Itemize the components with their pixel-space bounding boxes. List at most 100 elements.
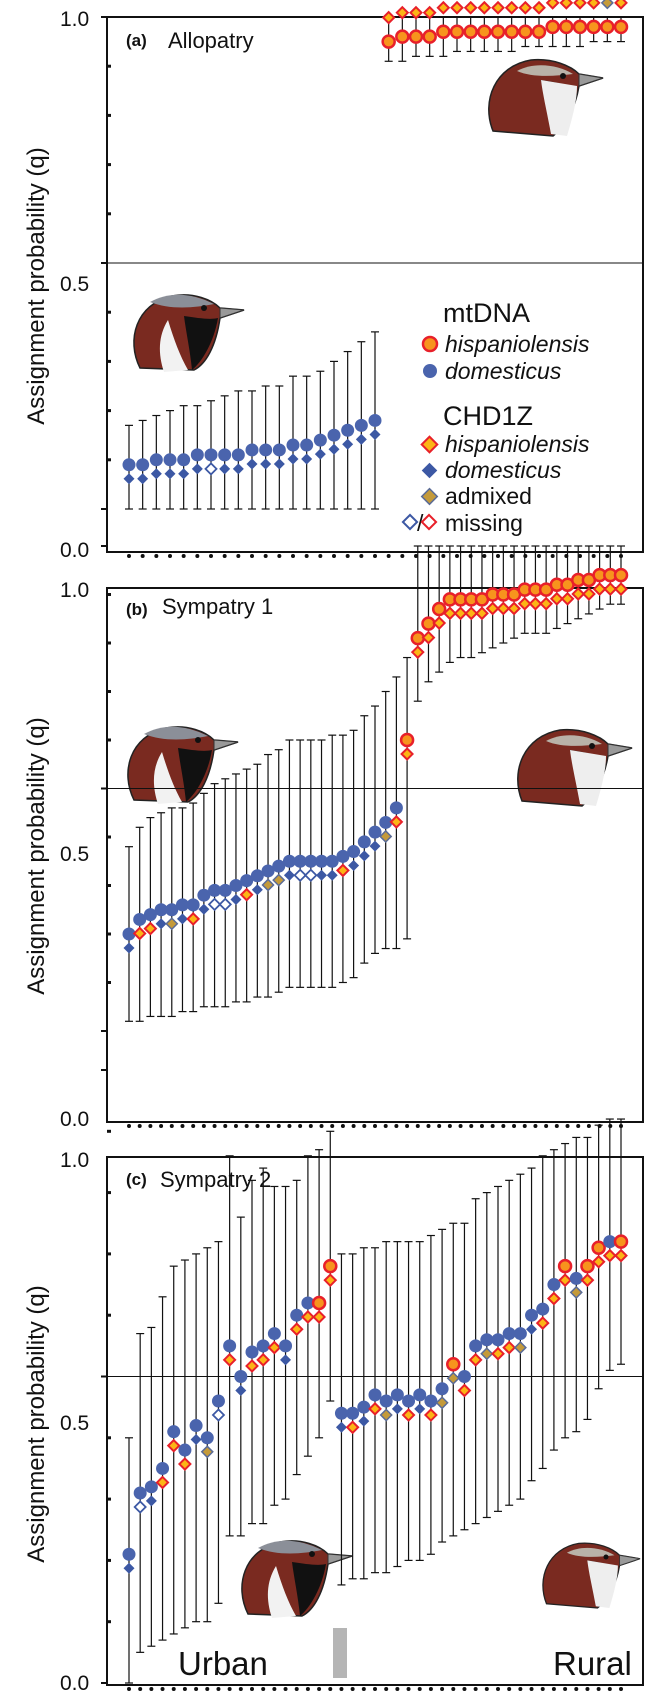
chd1z-admixed-point [272,873,286,887]
panel-c-xtick [529,1687,534,1691]
chd1z-domesticus-point [150,468,162,480]
legend-chd-dom-label: domesticus [445,457,562,483]
panel-a-xtick [332,554,336,558]
chd1z-domesticus-point [328,443,340,455]
chd1z-hispaniolensis-point [517,596,532,611]
chd1z-domesticus-point [316,869,328,881]
panel-c-xtick [238,1687,243,1691]
mtdna-domesticus-point [569,1271,583,1285]
mtdna-domesticus-point [122,1547,136,1561]
chd1z-hispaniolensis-point [436,0,451,15]
bird-head-icon-hispaniolensis-b [517,728,633,807]
mtdna-domesticus-point [154,903,168,917]
panel-b-xtick [137,1124,142,1128]
panel-a-xtick [345,554,350,558]
mtdna-domesticus-point [304,854,318,868]
mtdna-domesticus-point [136,458,150,472]
chd1z-missing-point [293,868,307,883]
panel-a-xtick [578,554,582,558]
chd1z-domesticus-point [314,448,326,460]
chd1z-admixed-point [480,1347,494,1361]
panel-c-xtick [596,1687,601,1691]
mtdna-domesticus-point [240,874,254,888]
chd1z-domesticus-point [326,869,338,881]
chd1z-hispaniolensis-point [504,0,519,15]
chd1z-domesticus-point [273,458,285,470]
panel-b-xtick [576,1124,581,1128]
chd1z-hispaniolensis-point [545,0,560,10]
mtdna-domesticus-point [261,864,275,878]
panel-c-xtick [283,1687,288,1691]
mtdna-domesticus-point [178,1443,192,1457]
chd1z-domesticus-point [137,473,149,485]
chd1z-hispaniolensis-point [546,1291,561,1306]
mtdna-domesticus-point [200,1431,214,1445]
chd1z-hispaniolensis-point [300,1310,315,1324]
panel-a-xtick [222,554,227,558]
mtdna-domesticus-point [357,1400,371,1414]
chd1z-domesticus-point [251,884,263,896]
panel-c-xtick [127,1687,131,1691]
panel-b-xtick [148,1124,153,1128]
chd1z-domesticus-point [358,1415,370,1427]
mtdna-hispaniolensis-point [518,24,533,40]
mtdna-hispaniolensis-point [399,732,415,748]
chd1z-hispaniolensis-point [323,1273,338,1288]
legend-chd-hisp-marker [420,435,439,454]
mtdna-domesticus-point [218,448,232,462]
mtdna-domesticus-point [163,453,177,467]
panel-b-xtick [522,1124,527,1128]
chd1z-hispaniolensis-point [502,1340,517,1355]
mtdna-domesticus-point [279,1339,293,1353]
panel-b-xtick [394,1124,399,1128]
mtdna-domesticus-point [211,1394,225,1408]
mtdna-domesticus-point [122,458,136,472]
chd1z-hispaniolensis-point [573,0,587,10]
panel-a-xtick [318,554,323,558]
mtdna-domesticus-point [286,438,300,452]
chd1z-domesticus-point [178,468,190,480]
chd1z-domesticus-point [198,903,210,915]
panel-c-ytick-bottom: 0.0 [60,1672,89,1693]
chd1z-hispaniolensis-point [614,0,628,10]
chd1z-missing-point [207,897,222,912]
chd1z-hispaniolensis-point [485,601,500,616]
chd1z-domesticus-point [301,453,313,465]
chd1z-hispaniolensis-point [549,591,564,606]
panel-a-xtick [181,554,186,558]
chd1z-domesticus-point [164,468,176,480]
panel-c-xtick [619,1687,623,1691]
mtdna-hispaniolensis-point [600,19,615,35]
chd1z-hispaniolensis-point [535,1316,550,1330]
chd1z-domesticus-point [287,453,299,465]
panel-c-xtick [507,1687,512,1691]
chd1z-hispaniolensis-point [421,630,436,645]
chd1z-hispaniolensis-point [442,606,457,621]
mtdna-hispaniolensis-point [490,24,506,40]
panel-a-xtick [127,554,131,558]
panel-c-frame [106,1156,644,1686]
mtdna-hispaniolensis-point [613,19,629,35]
panel-c-xtick [361,1687,366,1691]
panel-c-xtick [294,1687,299,1691]
chd1z-domesticus-point [260,458,272,470]
chd1z-hispaniolensis-point [464,606,479,621]
panel-c-xtick [440,1687,445,1691]
chd1z-hispaniolensis-point [559,0,574,10]
panel-b-xtick [405,1124,410,1128]
panel-a-xtick [359,554,364,558]
chd1z-hispaniolensis-point [401,1408,416,1422]
chd1z-hispaniolensis-point [143,921,158,936]
mtdna-domesticus-point [234,1370,248,1383]
mtdna-hispaniolensis-point [580,1258,595,1274]
mtdna-domesticus-point [315,854,329,868]
panel-a-ytick-top: 1.0 [60,8,89,31]
chd1z-hispaniolensis-point [581,587,596,601]
mtdna-hispaniolensis-point [557,1258,573,1274]
chd1z-hispaniolensis-point [400,747,415,761]
panel-b-letter: (b) [126,600,148,619]
mtdna-domesticus-point [133,912,147,926]
panel-c-xtick [227,1687,232,1691]
chd1z-hispaniolensis-point [409,5,423,20]
panel-a-xtick [400,554,405,558]
